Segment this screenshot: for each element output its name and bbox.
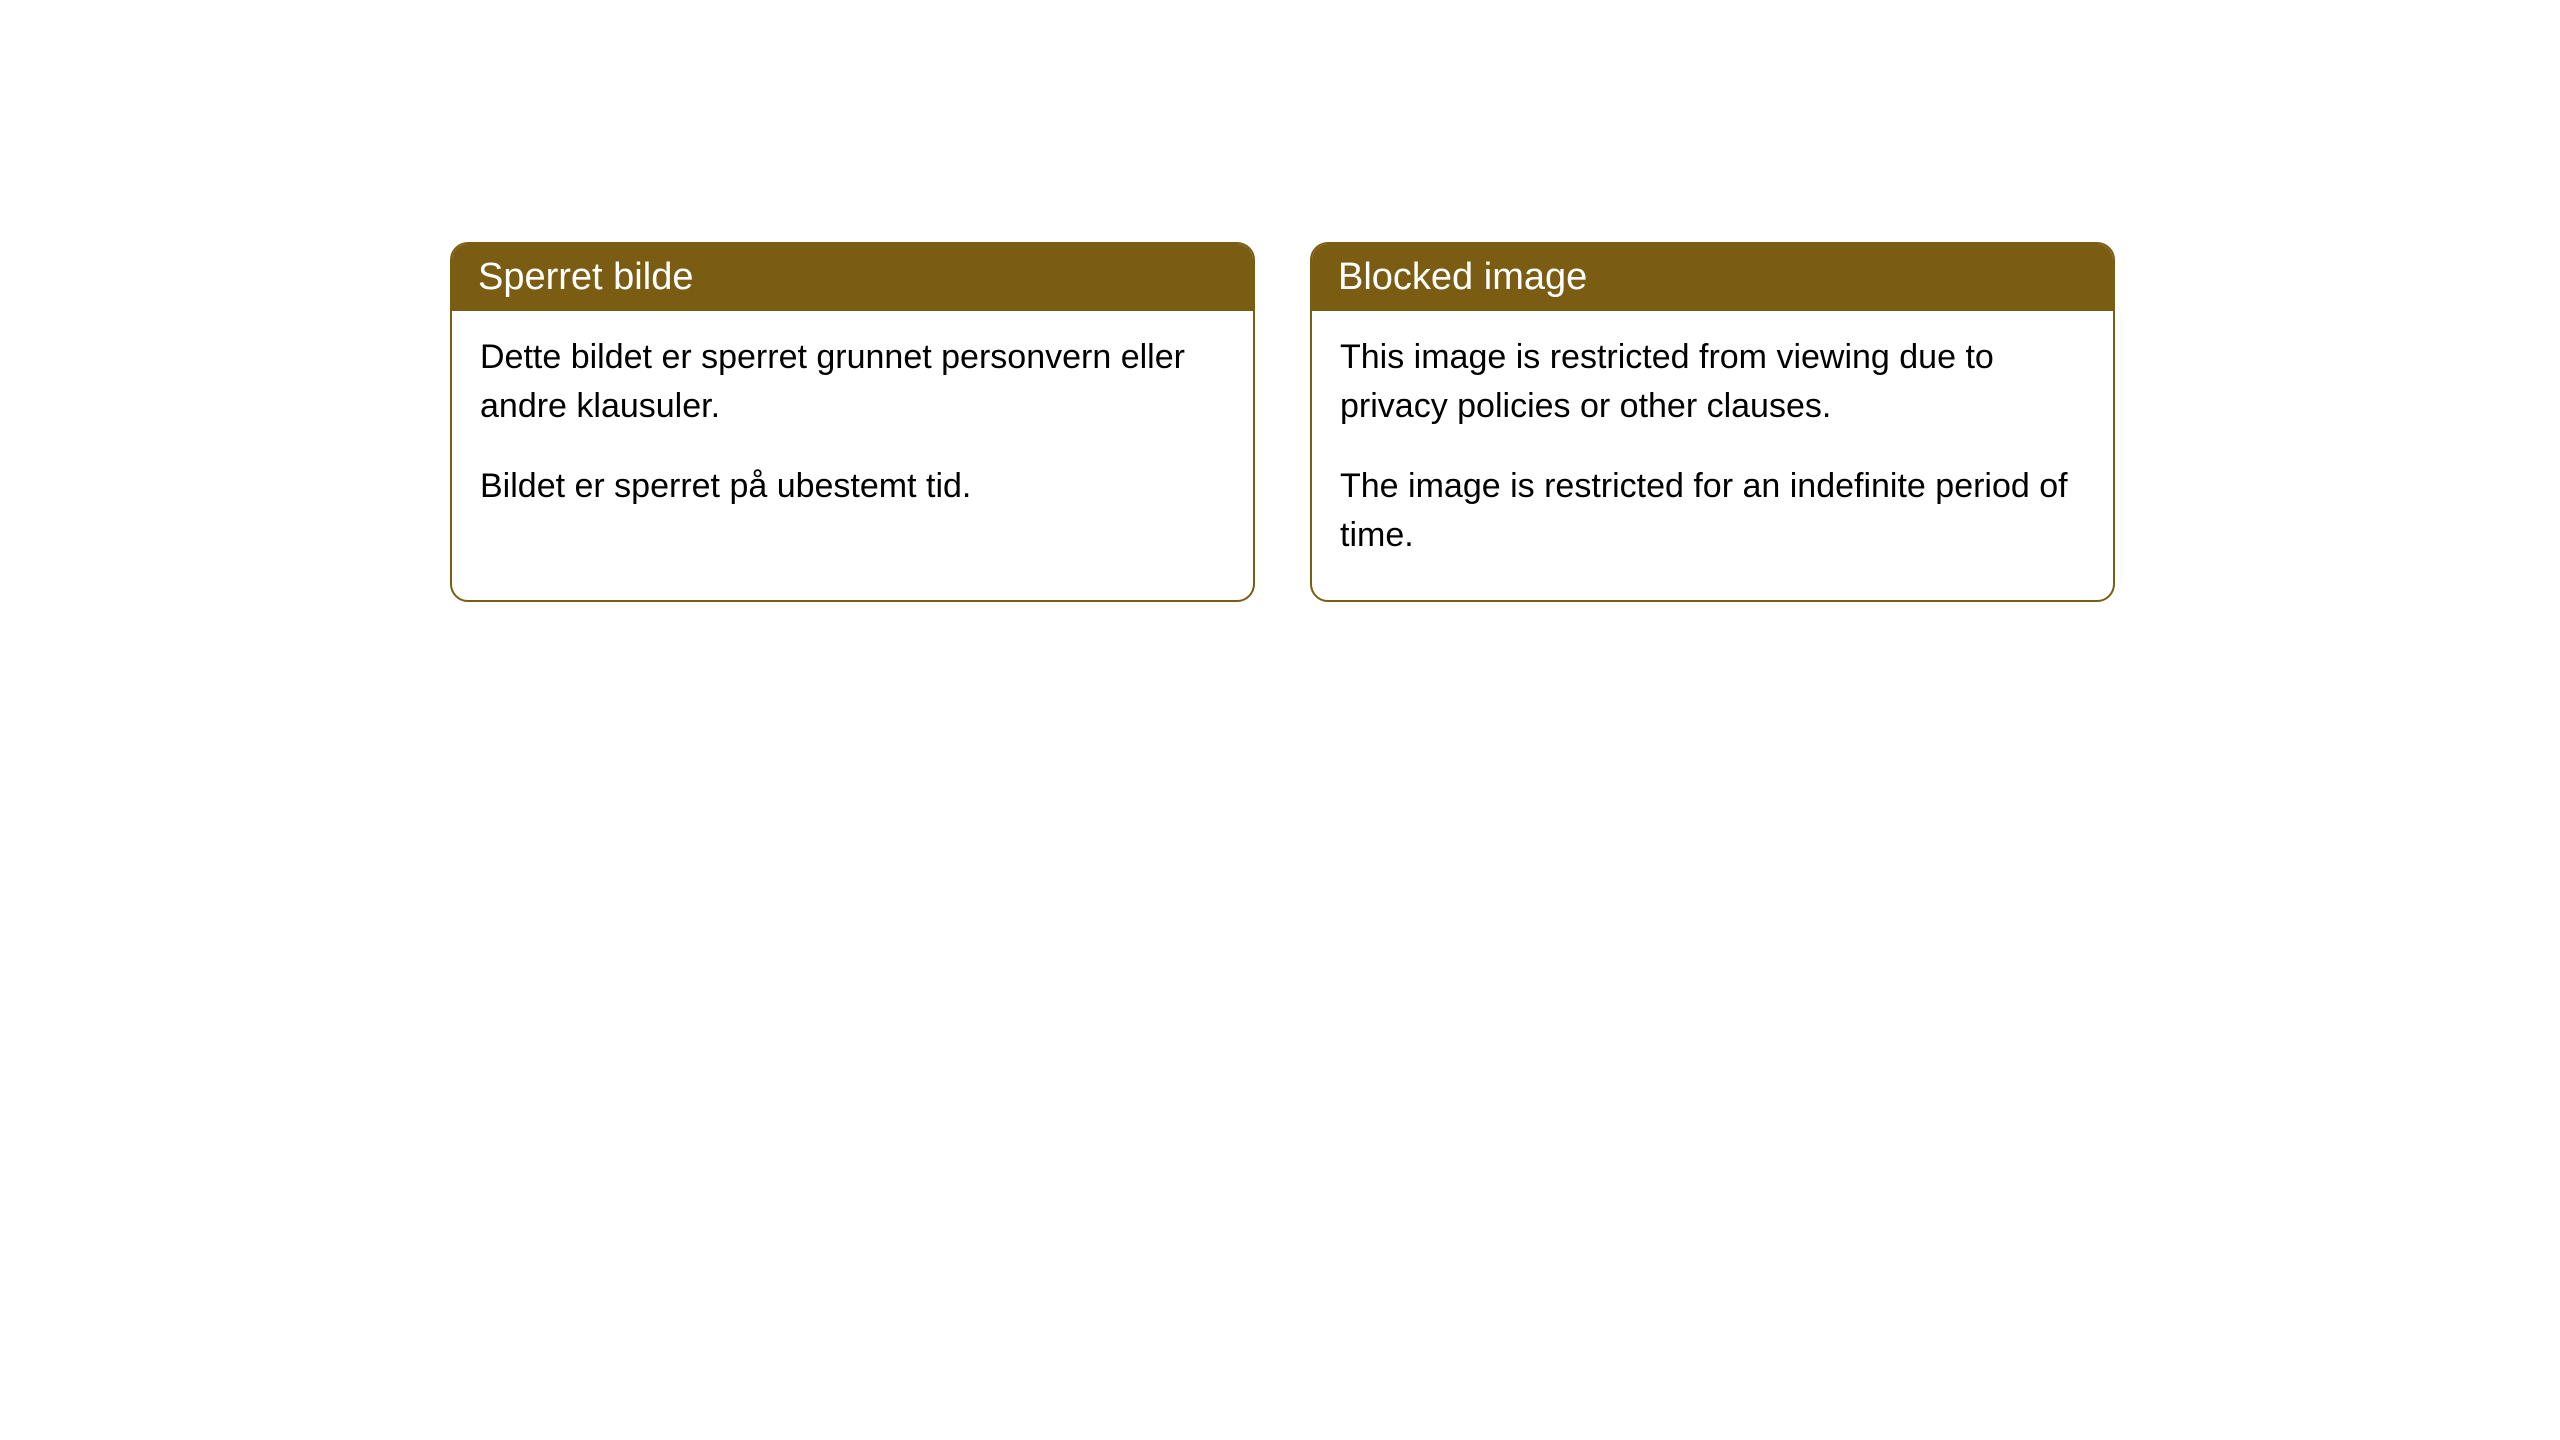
blocked-image-card-norwegian: Sperret bilde Dette bildet er sperret gr…: [450, 242, 1255, 602]
card-body-english: This image is restricted from viewing du…: [1312, 311, 2113, 600]
card-title: Blocked image: [1338, 256, 1587, 298]
card-paragraph: The image is restricted for an indefinit…: [1340, 462, 2085, 561]
card-paragraph: Bildet er sperret på ubestemt tid.: [480, 462, 1225, 511]
cards-container: Sperret bilde Dette bildet er sperret gr…: [0, 0, 2560, 602]
card-header-english: Blocked image: [1312, 244, 2113, 311]
card-paragraph: This image is restricted from viewing du…: [1340, 333, 2085, 432]
blocked-image-card-english: Blocked image This image is restricted f…: [1310, 242, 2115, 602]
card-body-norwegian: Dette bildet er sperret grunnet personve…: [452, 311, 1253, 551]
card-paragraph: Dette bildet er sperret grunnet personve…: [480, 333, 1225, 432]
card-header-norwegian: Sperret bilde: [452, 244, 1253, 311]
card-title: Sperret bilde: [478, 256, 693, 298]
